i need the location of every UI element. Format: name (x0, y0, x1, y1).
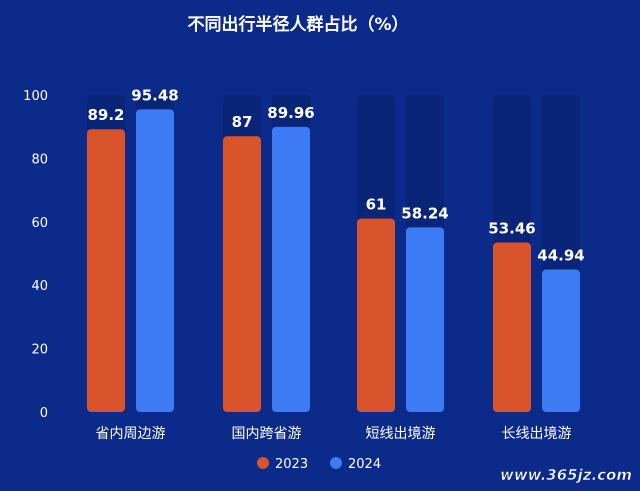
x-category-label: 长线出境游 (502, 426, 572, 442)
bar-2023 (87, 129, 125, 412)
bar-2023 (493, 242, 531, 412)
legend-label: 2024 (348, 457, 381, 472)
x-category-label: 短线出境游 (366, 426, 436, 442)
data-label: 89.96 (267, 104, 314, 122)
data-label: 61 (366, 196, 387, 214)
bar-2024 (542, 269, 580, 412)
bar-2023 (357, 218, 395, 412)
y-tick-label: 0 (40, 406, 48, 421)
y-tick-label: 60 (31, 216, 48, 231)
bar-2024 (406, 227, 444, 412)
data-label: 44.94 (537, 247, 584, 265)
y-axis: 0 20 40 60 80 100 (23, 89, 48, 421)
watermark: www.365jz.com (500, 466, 632, 484)
y-tick-label: 40 (31, 279, 48, 294)
data-label: 95.48 (131, 86, 178, 104)
legend: 2023 2024 (257, 457, 381, 472)
x-category-label: 国内跨省游 (232, 426, 302, 442)
bar-2023 (223, 136, 261, 412)
bars (87, 109, 580, 413)
x-axis: 省内周边游 国内跨省游 短线出境游 长线出境游 (96, 426, 572, 442)
y-tick-label: 20 (31, 343, 48, 358)
y-tick-label: 100 (23, 89, 48, 104)
data-label: 89.2 (87, 106, 124, 124)
legend-label: 2023 (275, 457, 308, 472)
data-label: 53.46 (488, 220, 535, 238)
legend-swatch-2024 (330, 457, 342, 469)
data-label: 87 (232, 113, 253, 131)
bar-2024 (136, 109, 174, 412)
x-category-label: 省内周边游 (96, 426, 166, 442)
y-tick-label: 80 (31, 152, 48, 167)
legend-swatch-2023 (257, 457, 269, 469)
data-label: 58.24 (401, 204, 448, 222)
bar-2024 (272, 126, 310, 413)
chart-title: 不同出行半径人群占比（%） (187, 14, 408, 35)
